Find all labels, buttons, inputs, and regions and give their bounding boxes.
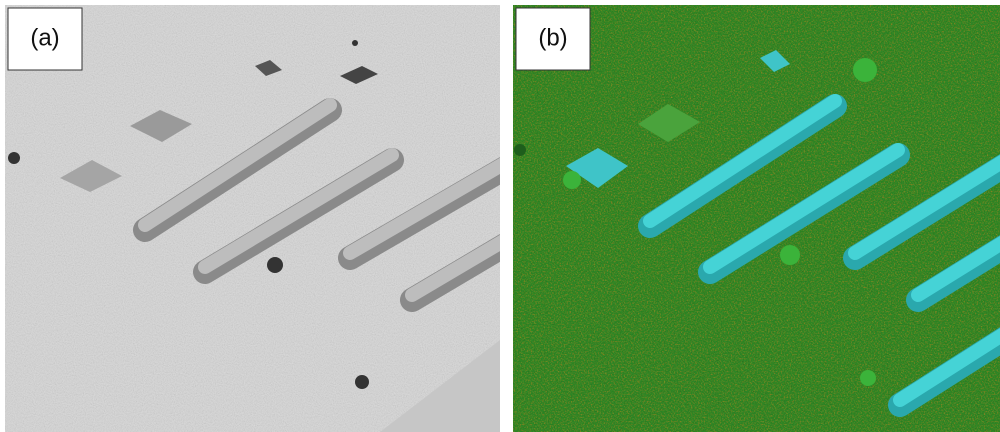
- tree: [860, 370, 876, 386]
- tree: [514, 144, 526, 156]
- tree: [8, 152, 20, 164]
- figure: (a) (b): [0, 0, 1000, 432]
- panel-label: (a): [30, 24, 59, 51]
- tree: [780, 245, 800, 265]
- tree: [352, 40, 358, 46]
- tree: [355, 375, 369, 389]
- tree: [563, 171, 581, 189]
- tree: [267, 257, 283, 273]
- panel-label: (b): [538, 24, 567, 51]
- tree: [853, 58, 877, 82]
